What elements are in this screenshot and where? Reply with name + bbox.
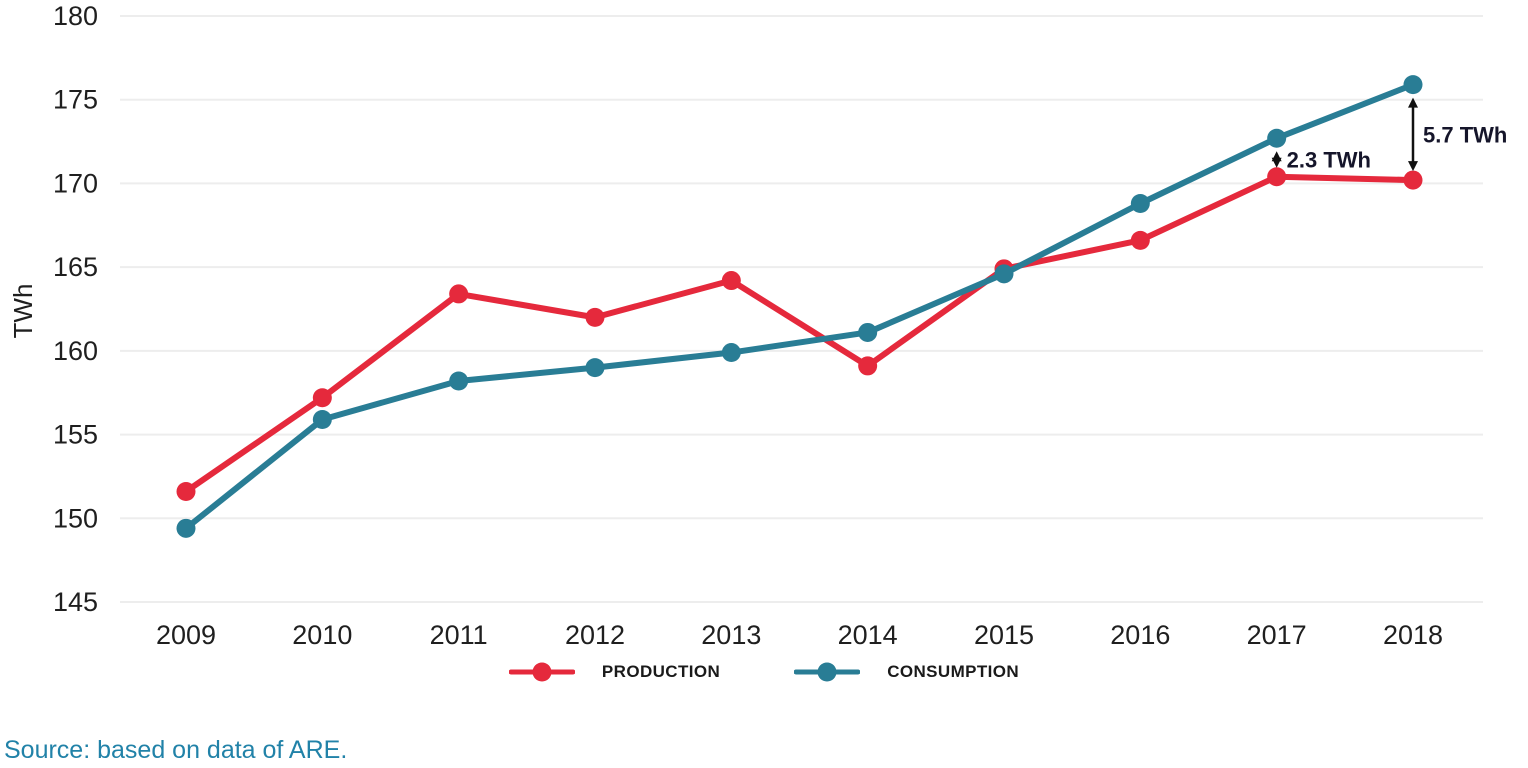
y-tick-label: 165 xyxy=(53,252,98,282)
x-tick-label: 2012 xyxy=(565,620,625,650)
consumption-data-point xyxy=(1403,75,1423,95)
consumption-data-point xyxy=(721,343,741,363)
legend-label-consumption: CONSUMPTION xyxy=(887,662,1020,681)
x-tick-label: 2009 xyxy=(156,620,216,650)
consumption-data-point xyxy=(1130,194,1150,214)
production-data-point xyxy=(312,388,332,408)
annotation-label: 5.7 TWh xyxy=(1423,122,1507,147)
y-tick-label: 180 xyxy=(53,1,98,31)
y-axis-title: TWh xyxy=(8,284,38,339)
production-data-point xyxy=(585,307,605,327)
y-tick-label: 175 xyxy=(53,85,98,115)
y-tick-label: 170 xyxy=(53,168,98,198)
arrow-down-icon xyxy=(1271,157,1282,168)
y-tick-labels: 145 150 155 160 165 170 175 180 xyxy=(53,1,98,617)
production-data-point xyxy=(858,356,878,376)
series-production xyxy=(176,167,1423,501)
production-data-point xyxy=(449,284,469,304)
y-gridlines xyxy=(120,15,1483,603)
consumption-data-point xyxy=(449,371,469,391)
legend-item-consumption: CONSUMPTION xyxy=(794,661,1019,683)
production-data-point xyxy=(1267,167,1287,187)
production-data-point xyxy=(176,481,196,501)
x-tick-label: 2015 xyxy=(974,620,1034,650)
x-tick-label: 2010 xyxy=(292,620,352,650)
x-tick-label: 2018 xyxy=(1383,620,1443,650)
annotation-2018: 5.7 TWh xyxy=(1408,97,1507,172)
consumption-data-point xyxy=(312,410,332,430)
source-note: Source: based on data of ARE. xyxy=(4,736,348,764)
x-tick-label: 2014 xyxy=(838,620,898,650)
annotation-2017: 2.3 TWh xyxy=(1271,147,1371,172)
production-line-marker-icon xyxy=(508,662,575,682)
production-line xyxy=(183,173,1416,495)
consumption-data-point xyxy=(1267,128,1287,148)
legend-dot-production xyxy=(532,662,552,682)
legend-dot-consumption xyxy=(817,662,837,682)
x-tick-label: 2017 xyxy=(1247,620,1307,650)
consumption-data-point xyxy=(585,358,605,378)
production-data-point xyxy=(1130,230,1150,250)
y-tick-label: 150 xyxy=(53,503,98,533)
y-tick-label: 160 xyxy=(53,336,98,366)
consumption-data-point xyxy=(994,264,1014,284)
production-data-point xyxy=(721,271,741,291)
y-tick-label: 155 xyxy=(53,420,98,450)
x-tick-label: 2016 xyxy=(1110,620,1170,650)
consumption-line xyxy=(183,81,1416,532)
x-tick-labels: 2009 2010 2011 2012 2013 2014 2015 2016 2017 2018 xyxy=(156,620,1443,650)
y-tick-label: 145 xyxy=(53,587,98,617)
series-consumption xyxy=(176,75,1423,538)
legend-label-production: PRODUCTION xyxy=(601,662,721,681)
annotation-label: 2.3 TWh xyxy=(1287,147,1371,172)
production-data-point xyxy=(1403,170,1423,190)
x-tick-label: 2011 xyxy=(430,620,488,650)
chart-legend: PRODUCTION CONSUMPTION xyxy=(0,661,1528,683)
consumption-data-point xyxy=(858,322,878,342)
y-axis-title: TWh xyxy=(8,284,38,339)
consumption-data-point xyxy=(176,518,196,538)
legend-item-production: PRODUCTION xyxy=(508,661,721,683)
consumption-line-marker-icon xyxy=(794,662,861,682)
x-tick-label: 2013 xyxy=(701,620,761,650)
arrow-up-icon xyxy=(1408,97,1418,108)
arrow-down-icon xyxy=(1408,161,1418,172)
